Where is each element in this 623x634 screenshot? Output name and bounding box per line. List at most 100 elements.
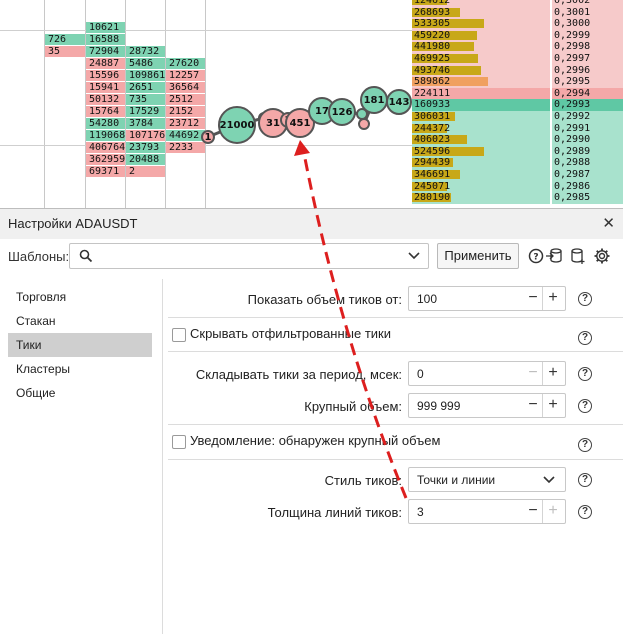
grid-line (125, 0, 126, 212)
decrement-button[interactable]: − (528, 502, 538, 519)
help-icon[interactable]: ? (578, 438, 592, 452)
help-icon[interactable]: ? (578, 505, 592, 519)
order-book-volume: 346691 (414, 169, 451, 180)
order-book-row[interactable]: 406023 0,2990 (412, 134, 623, 146)
sidebar-item-ticks[interactable]: Тики (8, 333, 152, 357)
cluster-cell: 16588 (86, 34, 125, 45)
decrement-button[interactable]: − (528, 396, 538, 413)
order-book-row-bg (412, 99, 550, 111)
order-book-row[interactable]: 459220 0,2999 (412, 29, 623, 42)
order-book-row[interactable]: 493746 0,2996 (412, 64, 623, 77)
order-book-volume: 294439 (414, 157, 451, 169)
divider (168, 317, 623, 318)
close-icon[interactable]: ✕ (602, 215, 615, 232)
help-icon[interactable]: ? (578, 473, 592, 487)
order-book-row[interactable]: 124612 0,3002 (412, 0, 623, 7)
order-book-row[interactable]: 244372 0,2991 (412, 122, 623, 135)
volume-bar (412, 54, 478, 63)
line-thickness-stepper[interactable]: 3 − + (408, 499, 566, 524)
divider (550, 6, 552, 19)
import-template-icon[interactable] (545, 247, 563, 265)
large-volume-label: Крупный объем: (304, 399, 402, 414)
order-book-row[interactable]: 589862 0,2995 (412, 76, 623, 88)
cluster-chart[interactable]: 726 35 10621 16588 72904 24887 15596 15941 50132… (0, 0, 623, 212)
divider (550, 157, 552, 169)
help-icon[interactable]: ? (527, 247, 545, 265)
order-book-row[interactable]: 524596 0,2989 (412, 145, 623, 158)
order-book-row-bg (412, 53, 550, 65)
increment-button[interactable]: + (542, 500, 563, 523)
divider (550, 64, 552, 77)
templates-search-input[interactable] (69, 243, 429, 269)
tick-bubble: 181 (360, 86, 388, 114)
order-book-row-bg (412, 111, 550, 123)
order-book-price: 0,2986 (552, 180, 623, 193)
order-book-row-bg (412, 6, 550, 19)
divider (550, 53, 552, 65)
increment-button[interactable]: + (542, 287, 563, 310)
tick-bubble: 21000 (218, 106, 256, 144)
help-icon[interactable]: ? (578, 399, 592, 413)
decrement-button[interactable]: − (528, 364, 538, 381)
cluster-cell: 107176 (126, 130, 165, 141)
order-book-row[interactable]: 346691 0,2987 (412, 169, 623, 181)
tick-bubble: 126 (328, 98, 356, 126)
merge-period-stepper[interactable]: 0 − + (408, 361, 566, 386)
order-book-row[interactable]: 245071 0,2986 (412, 180, 623, 193)
order-book-price: 0,2988 (552, 157, 623, 169)
cluster-cell: 44692 (166, 130, 205, 141)
show-volume-stepper[interactable]: 100 − + (408, 286, 566, 311)
save-template-icon[interactable] (569, 247, 587, 265)
large-volume-stepper[interactable]: 999 999 − + (408, 393, 566, 418)
help-icon[interactable]: ? (578, 331, 592, 345)
order-book-row-bg (412, 192, 550, 204)
tick-style-select[interactable]: Точки и линии (408, 467, 566, 492)
order-book-volume: 589862 (414, 76, 451, 88)
divider (550, 134, 552, 146)
volume-bar (412, 65, 481, 75)
cluster-cell: 2512 (166, 94, 205, 105)
grid-line (0, 30, 623, 31)
volume-bar (412, 77, 488, 87)
dialog-titlebar[interactable]: Настройки ADAUSDT ✕ (0, 209, 623, 239)
increment-button[interactable]: + (542, 394, 563, 417)
help-icon[interactable]: ? (578, 292, 592, 306)
order-book-row[interactable]: 533305 0,3000 (412, 18, 623, 30)
order-book-row[interactable]: 268693 0,3001 (412, 6, 623, 19)
decrement-button[interactable]: − (528, 289, 538, 306)
order-book-volume: 268693 (414, 6, 451, 18)
hide-filtered-checkbox[interactable] (172, 328, 186, 342)
volume-bar (412, 170, 460, 179)
volume-bar (412, 181, 447, 191)
apply-button[interactable]: Применить (437, 243, 519, 269)
order-book-volume: 160933 (414, 99, 451, 111)
order-book-row[interactable]: 160933 0,2993 (412, 99, 623, 111)
merge-period-label: Складывать тики за период, мсек: (195, 367, 402, 382)
order-book-volume: 280190 (414, 192, 451, 204)
help-icon[interactable]: ? (578, 367, 592, 381)
order-book-row[interactable]: 224111 0,2994 (412, 87, 623, 100)
notify-large-volume-checkbox[interactable] (172, 435, 186, 449)
gear-icon[interactable] (593, 247, 611, 265)
sidebar-item-general[interactable]: Общие (16, 386, 56, 400)
merge-period-value: 0 (417, 367, 424, 381)
volume-bar (412, 123, 447, 133)
order-book-volume: 406023 (414, 134, 451, 146)
show-volume-value: 100 (417, 292, 438, 306)
sidebar-item-clusters[interactable]: Кластеры (16, 362, 70, 376)
order-book-row[interactable]: 306031 0,2992 (412, 111, 623, 123)
order-book-volume: 224111 (414, 87, 451, 99)
order-book-row[interactable]: 469925 0,2997 (412, 53, 623, 65)
sidebar-item-trading[interactable]: Торговля (16, 290, 67, 304)
increment-button[interactable]: + (542, 362, 563, 385)
search-icon (79, 249, 93, 263)
cluster-cell: 109861 (126, 70, 165, 81)
dialog-title: Настройки ADAUSDT (8, 216, 138, 231)
order-book-row[interactable]: 294439 0,2988 (412, 157, 623, 169)
order-book-row[interactable]: 441980 0,2998 (412, 41, 623, 53)
order-book-price: 0,2990 (552, 134, 623, 146)
sidebar-item-orderbook[interactable]: Стакан (16, 314, 56, 328)
chevron-down-icon[interactable] (408, 252, 420, 260)
order-book-price: 0,2989 (552, 145, 623, 158)
order-book-row[interactable]: 280190 0,2985 (412, 192, 623, 204)
